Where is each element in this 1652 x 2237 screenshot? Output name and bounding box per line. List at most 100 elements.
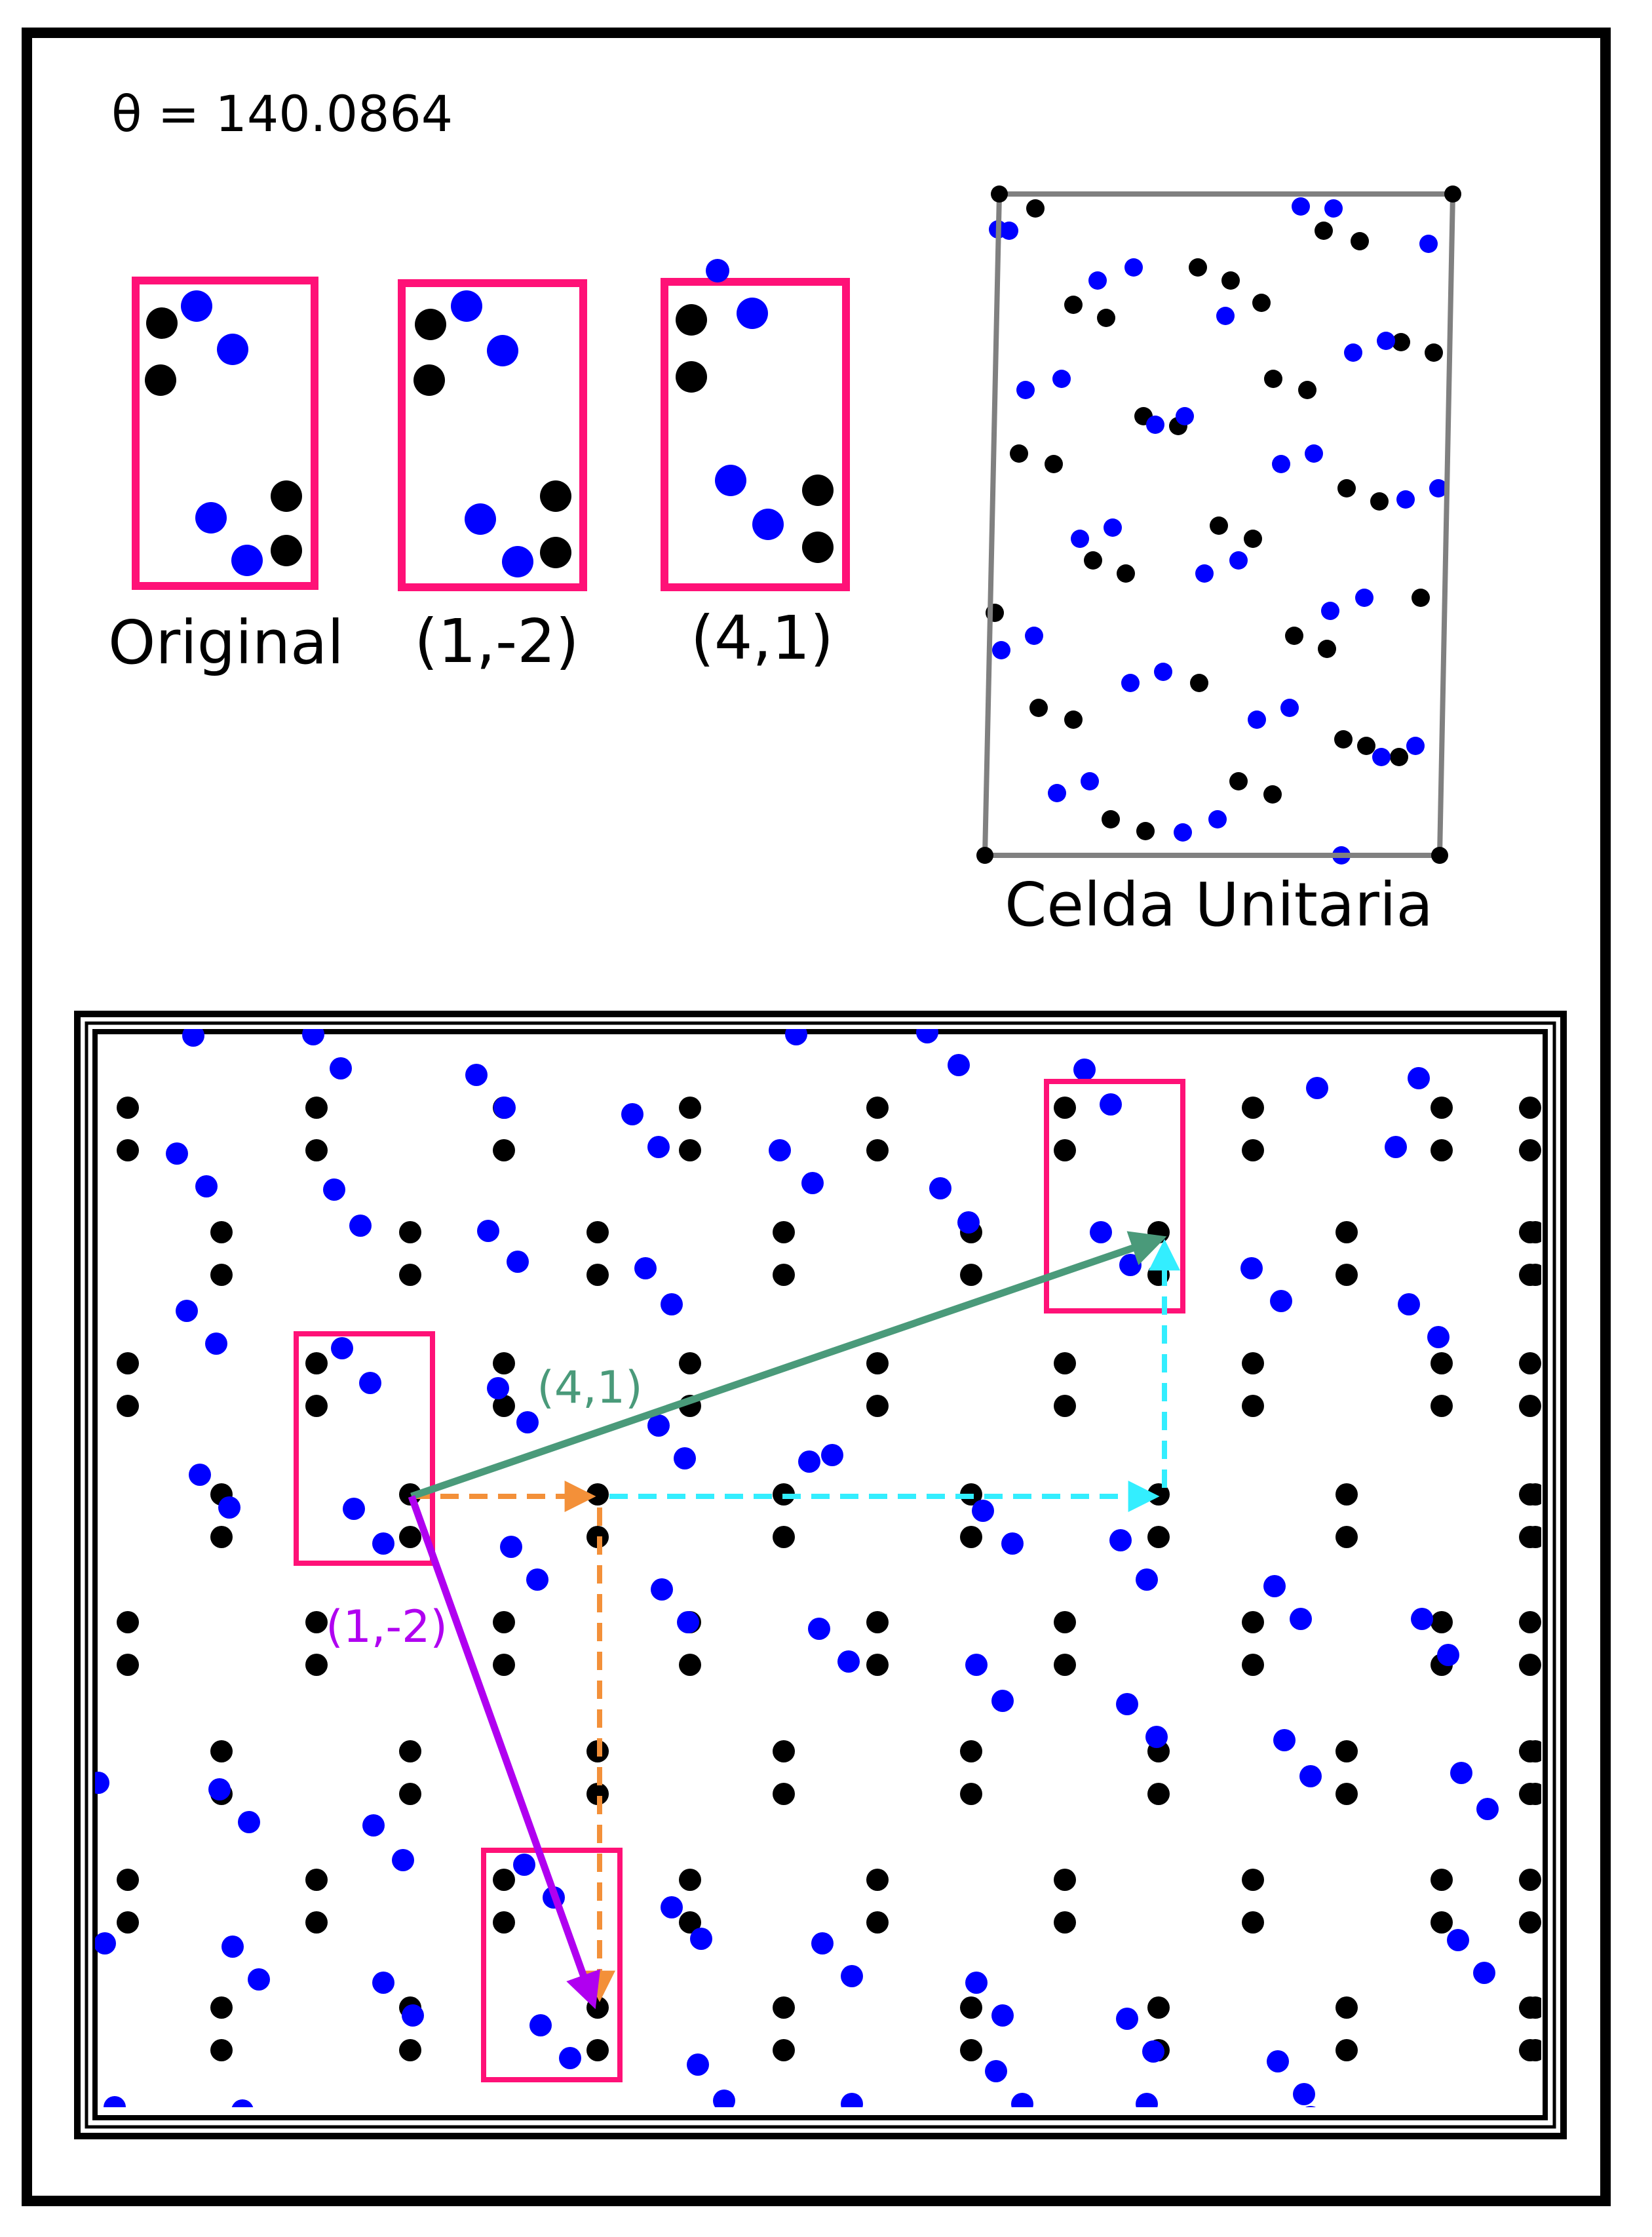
blue-atom [1088, 271, 1107, 290]
black-atom [1117, 564, 1135, 583]
cell-corner [976, 847, 993, 864]
blue-atom [634, 1257, 657, 1279]
black-atom [1519, 1097, 1541, 1119]
blue-atom [323, 1178, 345, 1201]
blue-atom [677, 1611, 699, 1633]
blue-atom [1100, 1093, 1122, 1116]
black-atom [1242, 1869, 1264, 1891]
black-atom [305, 1097, 328, 1119]
blue-atom [217, 334, 248, 365]
black-atom [866, 1395, 889, 1417]
black-atom [1045, 455, 1063, 473]
black-atom [1335, 1996, 1358, 2019]
black-atom [1318, 640, 1336, 658]
black-atom [866, 1097, 889, 1119]
black-atom [493, 1911, 515, 1934]
black-atom [1431, 1139, 1453, 1161]
blue-atom [1090, 1221, 1112, 1243]
black-atom [399, 1783, 421, 1805]
black-atom [117, 1139, 139, 1161]
black-atom [679, 1139, 701, 1161]
unit-cell-label: Celda Unitaria [1005, 870, 1433, 940]
blue-atom [1273, 1729, 1296, 1751]
theta-label: θ = 140.0864 [111, 85, 453, 143]
blue-atom [1270, 1290, 1292, 1312]
black-atom [1335, 1264, 1358, 1286]
blue-atom [359, 1372, 381, 1394]
blue-atom [208, 1778, 231, 1800]
blue-atom [1142, 2040, 1164, 2063]
cell-corner [991, 185, 1008, 203]
black-atom [1242, 1395, 1264, 1417]
blue-atom [965, 1972, 988, 1994]
blue-atom [477, 1220, 499, 1242]
black-atom [1519, 1911, 1541, 1934]
black-atom [586, 1783, 609, 1805]
blue-atom [1396, 490, 1415, 509]
black-atom [1242, 1097, 1264, 1119]
black-atom [679, 1097, 701, 1119]
black-atom [1335, 1221, 1358, 1243]
black-atom [773, 2039, 795, 2061]
black-atom [1519, 1221, 1541, 1243]
black-atom [1425, 343, 1443, 362]
blue-atom [1476, 1798, 1499, 1820]
blue-atom [769, 1139, 791, 1161]
black-atom [1242, 1352, 1264, 1374]
blue-atom [957, 1211, 980, 1234]
black-atom [1357, 737, 1375, 755]
vector-4-1-label: (4,1) [537, 1362, 642, 1414]
blue-atom [382, 2139, 404, 2161]
black-atom [305, 1139, 328, 1161]
blue-atom [526, 1568, 548, 1591]
black-atom [399, 1740, 421, 1762]
black-atom [679, 1654, 701, 1676]
blue-atom [451, 290, 482, 322]
black-atom [1189, 258, 1207, 277]
black-atom [1264, 370, 1282, 388]
blue-atom [408, 2171, 431, 2194]
blue-atom [1290, 1608, 1312, 1630]
blue-atom [1229, 551, 1248, 570]
blue-atom [182, 1029, 204, 1047]
blue-atom [349, 1215, 372, 1237]
blue-atom [1408, 1067, 1430, 1089]
black-atom [1054, 1097, 1076, 1119]
black-atom [413, 364, 445, 396]
lattice-frame-middle [85, 1021, 1556, 2129]
black-atom [960, 1740, 982, 1762]
blue-atom [372, 1532, 394, 1555]
blue-atom [1447, 1929, 1469, 1951]
black-atom [210, 2039, 233, 2061]
blue-atom [1372, 748, 1391, 766]
black-atom [1335, 1526, 1358, 1548]
black-atom [960, 1996, 982, 2019]
blue-atom [559, 2047, 581, 2069]
vector-1-minus2-label: (1,-2) [326, 1601, 448, 1653]
black-atom [271, 480, 302, 512]
black-atom [1431, 1911, 1453, 1934]
black-atom [866, 1869, 889, 1891]
blue-atom [1116, 2008, 1138, 2030]
black-atom [960, 1783, 982, 1805]
black-atom [773, 1783, 795, 1805]
black-atom [802, 475, 834, 506]
black-atom [399, 1526, 421, 1548]
black-atom [1370, 492, 1389, 511]
black-atom [1351, 232, 1369, 250]
black-atom [1244, 530, 1262, 548]
blue-atom [1048, 784, 1066, 802]
black-atom [1221, 271, 1240, 290]
motif-4-1: (4,1) [661, 259, 850, 673]
blue-atom [1326, 2139, 1348, 2161]
blue-atom [715, 465, 746, 496]
blue-atom [1406, 737, 1425, 755]
blue-atom [1305, 2106, 1316, 2107]
black-atom [586, 1221, 609, 1243]
blue-atom [821, 1444, 843, 1466]
blue-atom [1263, 1575, 1286, 1597]
blue-atom [1011, 2093, 1033, 2107]
black-atom [679, 1911, 701, 1934]
blue-atom [218, 1496, 240, 1519]
lattice-frame-outer [74, 1011, 1567, 2139]
